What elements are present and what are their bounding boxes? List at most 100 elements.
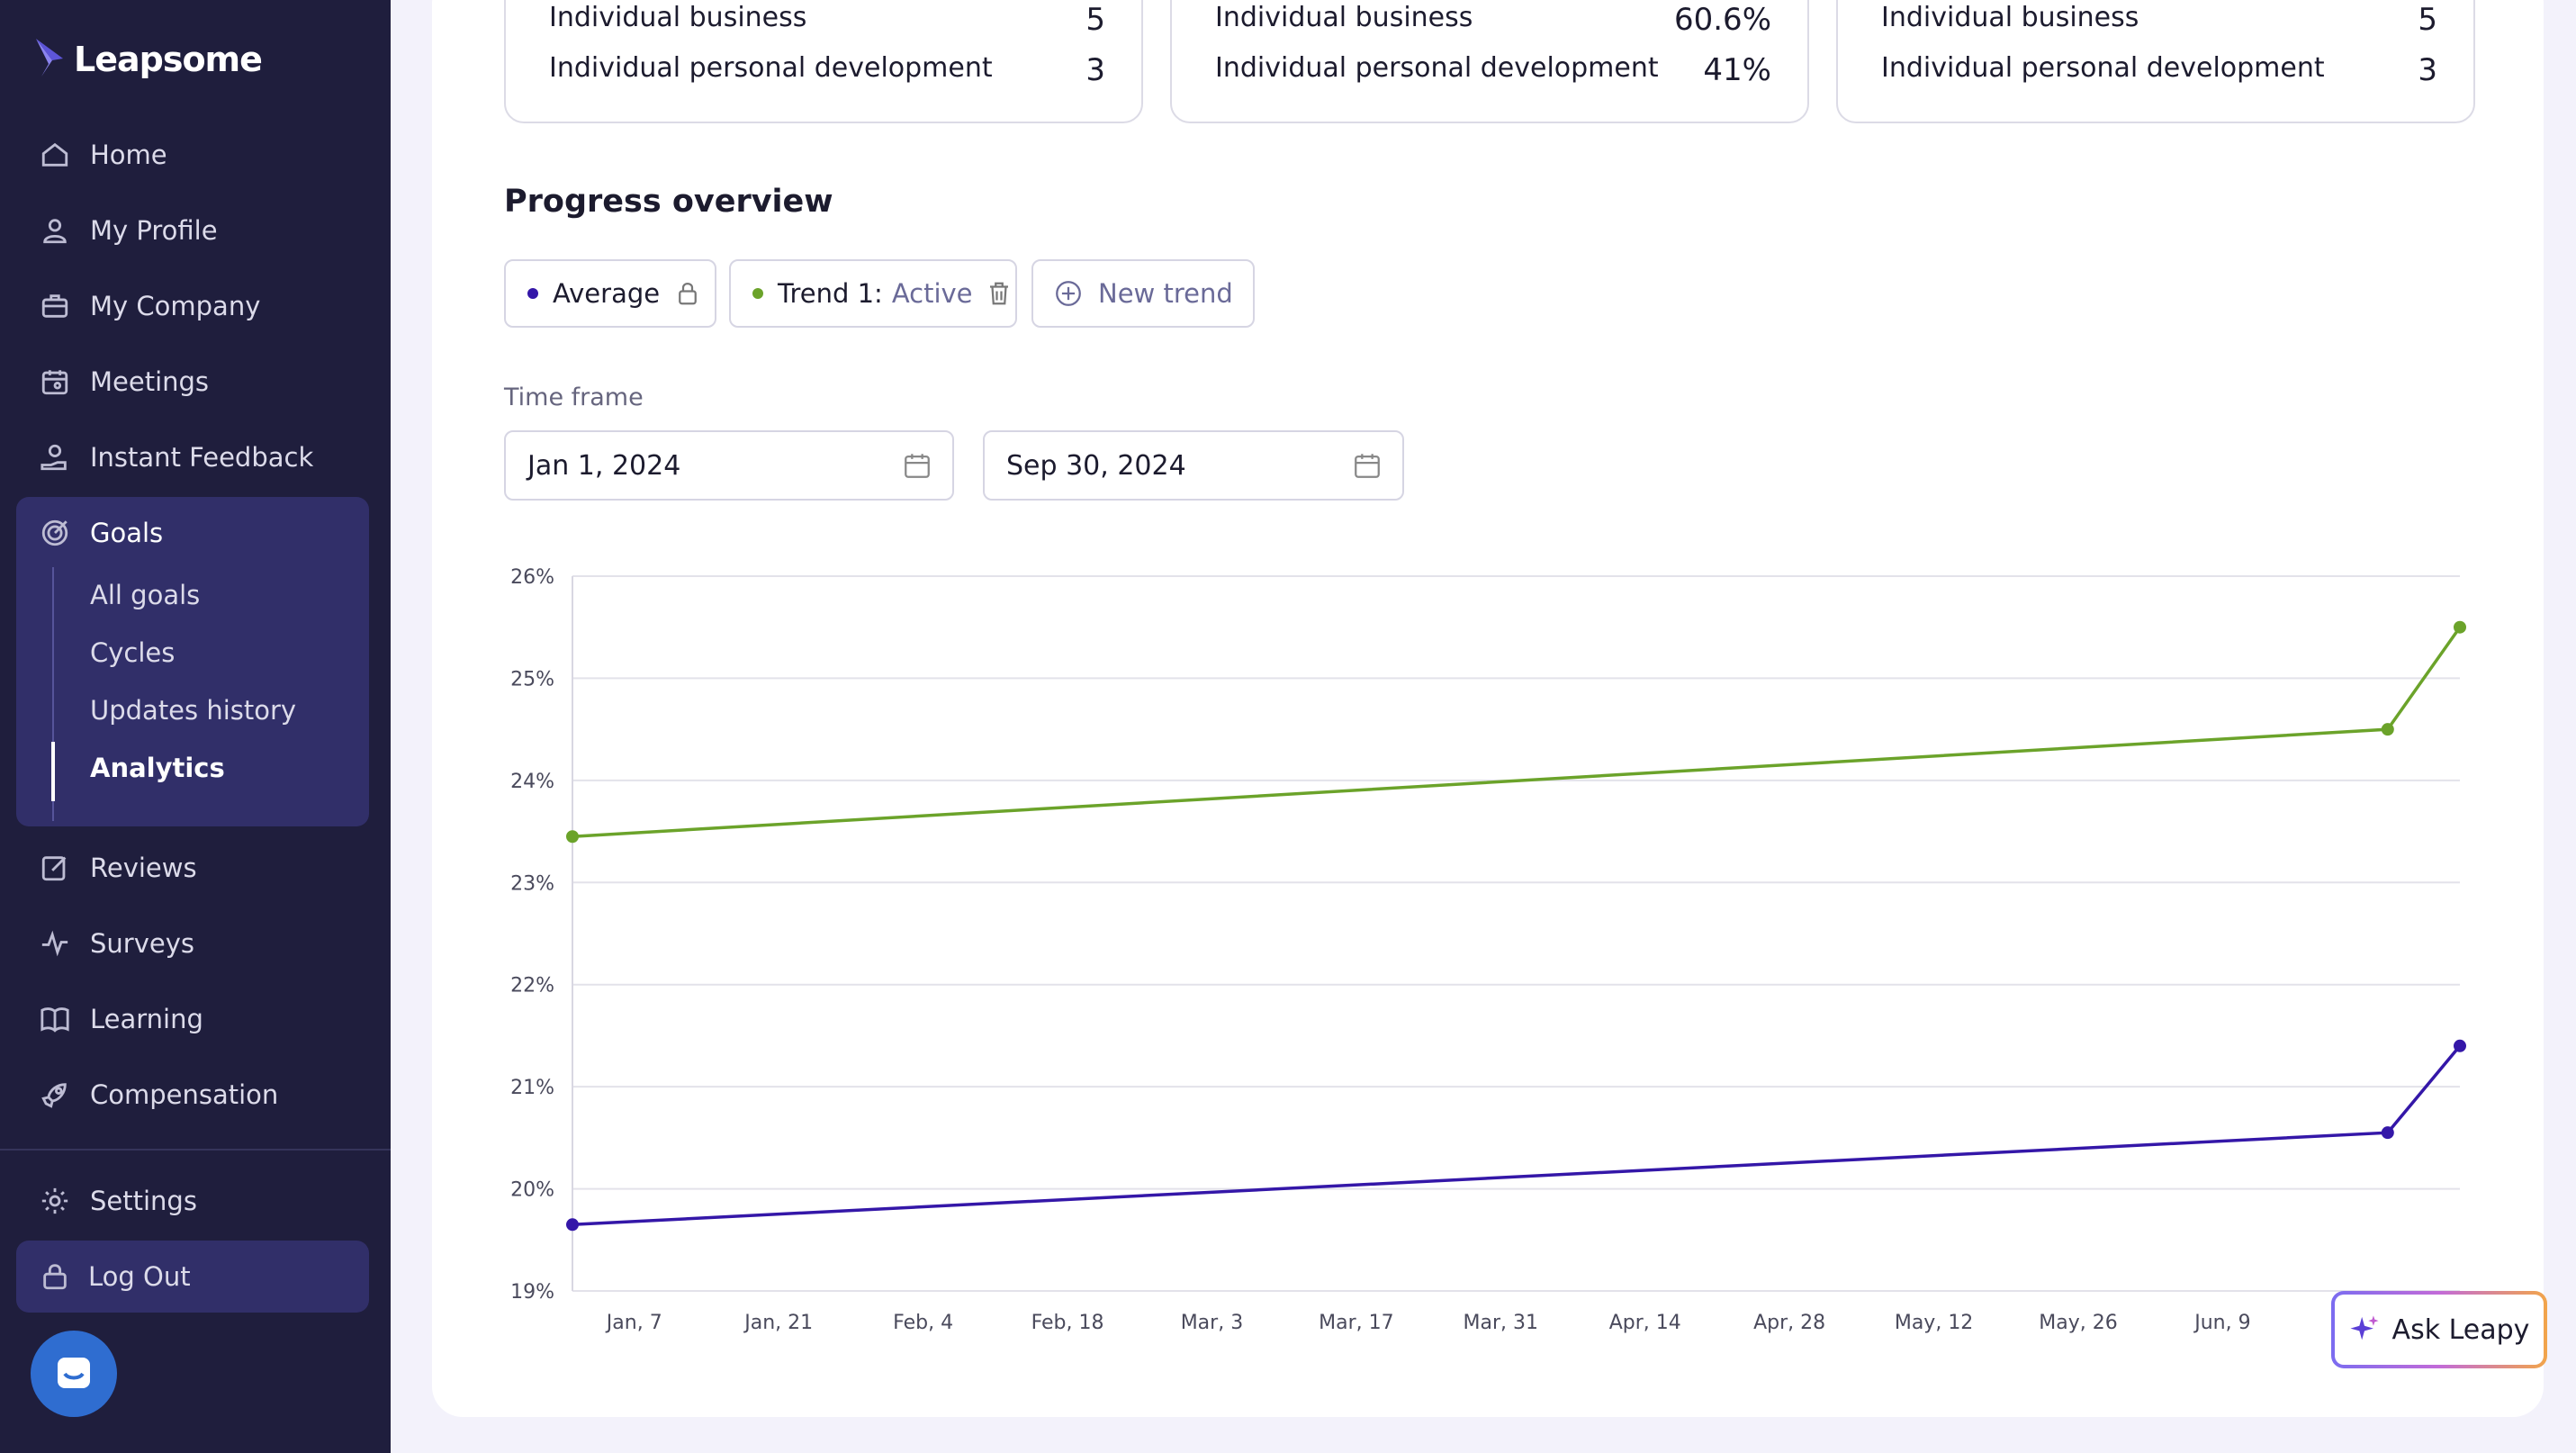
sidebar-subitem-cycles[interactable]: Cycles bbox=[90, 637, 176, 668]
x-tick-label: Apr, 28 bbox=[1753, 1312, 1825, 1334]
sidebar-item-surveys[interactable]: Surveys bbox=[16, 911, 369, 976]
new-trend-button[interactable]: New trend bbox=[1031, 259, 1255, 328]
trend-dot bbox=[752, 288, 763, 299]
plus-circle-icon bbox=[1056, 281, 1081, 306]
gear-icon bbox=[38, 1184, 72, 1218]
stat-label: Individual business bbox=[549, 2, 807, 33]
stat-value: 5 bbox=[1085, 2, 1105, 38]
x-tick-label: Feb, 18 bbox=[1031, 1312, 1104, 1334]
trash-icon[interactable] bbox=[986, 280, 1013, 307]
trend-status: Active bbox=[891, 278, 973, 309]
stat-card: Individual business 60.6% Individual pers… bbox=[1170, 0, 1809, 123]
x-tick-label: Feb, 4 bbox=[893, 1312, 953, 1334]
sidebar-item-learning[interactable]: Learning bbox=[16, 987, 369, 1051]
average-label: Average bbox=[553, 278, 661, 309]
sidebar-item-label: Home bbox=[90, 140, 167, 170]
sidebar-item-label: Reviews bbox=[90, 853, 197, 883]
home-icon bbox=[38, 138, 72, 172]
y-tick-label: 24% bbox=[510, 771, 554, 793]
y-tick-label: 19% bbox=[510, 1281, 554, 1304]
chat-launcher-button[interactable] bbox=[31, 1331, 117, 1417]
sidebar-item-label: Goals bbox=[90, 518, 164, 548]
average-dot bbox=[527, 288, 538, 299]
y-tick-label: 21% bbox=[510, 1077, 554, 1099]
x-tick-label: Jun, 9 bbox=[2193, 1312, 2250, 1334]
logout-button[interactable]: Log Out bbox=[16, 1241, 369, 1313]
sidebar-item-label: Settings bbox=[90, 1186, 197, 1216]
sidebar-item-settings[interactable]: Settings bbox=[16, 1169, 369, 1233]
x-tick-label: Mar, 17 bbox=[1319, 1312, 1394, 1334]
data-point bbox=[2454, 1039, 2466, 1052]
data-point bbox=[2381, 1126, 2394, 1140]
sidebar-item-label: Learning bbox=[90, 1004, 203, 1034]
data-point bbox=[2454, 620, 2466, 634]
user-icon bbox=[38, 213, 72, 248]
calendar-icon bbox=[38, 365, 72, 399]
sidebar-item-label: My Company bbox=[90, 291, 261, 321]
stat-value: 3 bbox=[1085, 52, 1105, 88]
brand-name: Leapsome bbox=[74, 40, 263, 79]
book-icon bbox=[38, 1002, 72, 1036]
stat-value: 41% bbox=[1703, 52, 1771, 88]
feedback-hand-icon bbox=[38, 440, 72, 474]
sidebar-item-label: Surveys bbox=[90, 928, 194, 959]
lock-icon bbox=[38, 1259, 72, 1294]
trend-chip[interactable]: Trend 1: Active bbox=[729, 259, 1017, 328]
y-tick-label: 23% bbox=[510, 872, 554, 895]
series-line-average bbox=[572, 1044, 2462, 1227]
y-tick-label: 26% bbox=[510, 566, 554, 589]
sidebar-item-reviews[interactable]: Reviews bbox=[16, 835, 369, 900]
end-date-input[interactable]: Sep 30, 2024 bbox=[983, 430, 1404, 501]
x-tick-label: Jan, 7 bbox=[605, 1312, 662, 1334]
timeframe-label: Time frame bbox=[504, 384, 644, 411]
sidebar-item-label: Meetings bbox=[90, 366, 210, 397]
ask-leapy-label: Ask Leapy bbox=[2391, 1313, 2530, 1346]
sidebar-item-my-profile[interactable]: My Profile bbox=[16, 198, 369, 263]
stat-card: Individual business 5 Individual personal… bbox=[1836, 0, 2475, 123]
edit-icon bbox=[38, 851, 72, 885]
logout-label: Log Out bbox=[88, 1261, 191, 1292]
y-tick-label: 22% bbox=[510, 975, 554, 997]
sidebar-item-label: Compensation bbox=[90, 1079, 279, 1110]
sidebar-item-instant-feedback[interactable]: Instant Feedback bbox=[16, 425, 369, 490]
sidebar-item-compensation[interactable]: Compensation bbox=[16, 1062, 369, 1127]
sidebar-item-meetings[interactable]: Meetings bbox=[16, 349, 369, 414]
x-tick-label: Mar, 31 bbox=[1464, 1312, 1539, 1334]
stat-value: 3 bbox=[2418, 52, 2437, 88]
data-point bbox=[566, 1218, 579, 1232]
y-tick-label: 20% bbox=[510, 1179, 554, 1202]
stat-label: Individual personal development bbox=[549, 52, 993, 84]
sidebar-subitem-analytics[interactable]: Analytics bbox=[90, 753, 225, 783]
goals-section: Goals All goals Cycles Updates history A… bbox=[16, 497, 369, 826]
sidebar-item-label: My Profile bbox=[90, 215, 218, 246]
average-chip[interactable]: Average bbox=[504, 259, 716, 328]
stat-value: 60.6% bbox=[1673, 2, 1771, 38]
sidebar-item-my-company[interactable]: My Company bbox=[16, 274, 369, 338]
x-tick-label: May, 26 bbox=[2039, 1312, 2117, 1334]
x-tick-label: Jan, 21 bbox=[743, 1312, 813, 1334]
end-date-value: Sep 30, 2024 bbox=[1006, 449, 1186, 482]
x-tick-label: May, 12 bbox=[1895, 1312, 1973, 1334]
stat-label: Individual business bbox=[1215, 2, 1473, 33]
y-tick-label: 25% bbox=[510, 668, 554, 690]
progress-line-chart: 26% 25% 24% 23% 22% 21% 20% 19% Jan, 7 Jan, 21 Feb… bbox=[510, 566, 2466, 1334]
trend-label: Trend 1: bbox=[778, 278, 883, 309]
chat-icon bbox=[58, 1358, 90, 1388]
lock-icon bbox=[679, 282, 697, 305]
x-tick-label: Apr, 14 bbox=[1609, 1312, 1681, 1334]
sidebar-subitem-updates-history[interactable]: Updates history bbox=[90, 695, 297, 726]
calendar-icon[interactable] bbox=[902, 450, 932, 481]
sidebar-item-home[interactable]: Home bbox=[16, 122, 369, 187]
stat-label: Individual business bbox=[1881, 2, 2139, 33]
x-tick-label: Mar, 3 bbox=[1181, 1312, 1244, 1334]
series-line-trend-1 bbox=[572, 626, 2462, 838]
stat-card: Individual business 5 Individual personal… bbox=[504, 0, 1143, 123]
sidebar-item-goals[interactable]: Goals bbox=[16, 501, 369, 565]
sidebar-subitem-all-goals[interactable]: All goals bbox=[90, 580, 201, 610]
start-date-input[interactable]: Jan 1, 2024 bbox=[504, 430, 954, 501]
submenu-guide-line bbox=[52, 567, 54, 821]
calendar-icon[interactable] bbox=[1352, 450, 1383, 481]
ask-leapy-button[interactable]: Ask Leapy bbox=[2331, 1291, 2547, 1368]
leapsome-logo[interactable]: Leapsome bbox=[32, 32, 263, 86]
stat-label: Individual personal development bbox=[1215, 52, 1659, 84]
